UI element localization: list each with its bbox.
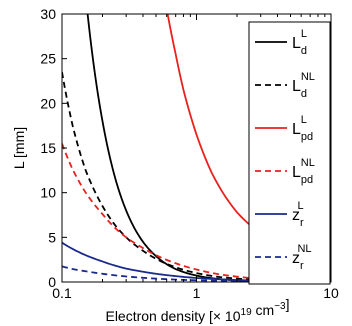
legend-label-Lpd_L: LpdL [292, 114, 313, 143]
legend-label-zr_NL: zrNL [292, 243, 312, 272]
y-tick-label: 25 [40, 51, 56, 67]
series-line-Ld_NL [62, 71, 331, 282]
y-tick-label: 30 [40, 6, 56, 22]
y-tick-label: 0 [48, 274, 56, 290]
axes: 0 5 10 15 20 25 30 0.1 1 10 L [mm] Electron density… [11, 6, 339, 324]
x-tick-label: 0.1 [52, 285, 72, 301]
y-tick-label: 20 [40, 95, 56, 111]
x-axis-label: Electron density [× 1019 cm−3] [105, 296, 289, 324]
legend-label-Ld_NL: LdNL [292, 71, 315, 100]
y-tick-label: 10 [40, 185, 56, 201]
legend-label-Lpd_NL: LpdNL [292, 157, 315, 186]
x-tick-label: 1 [193, 285, 201, 301]
x-tick-label: 10 [323, 285, 339, 301]
y-tick-label: 5 [48, 229, 56, 245]
y-tick-label: 15 [40, 140, 56, 156]
legend-label-zr_L: zrL [292, 200, 304, 229]
y-axis-label: L [mm] [11, 127, 27, 169]
legend-box [248, 21, 331, 285]
legend: LdL LdNL LpdL LpdNL zrL zrNL [248, 21, 331, 285]
legend-label-Ld_L: LdL [292, 28, 307, 57]
